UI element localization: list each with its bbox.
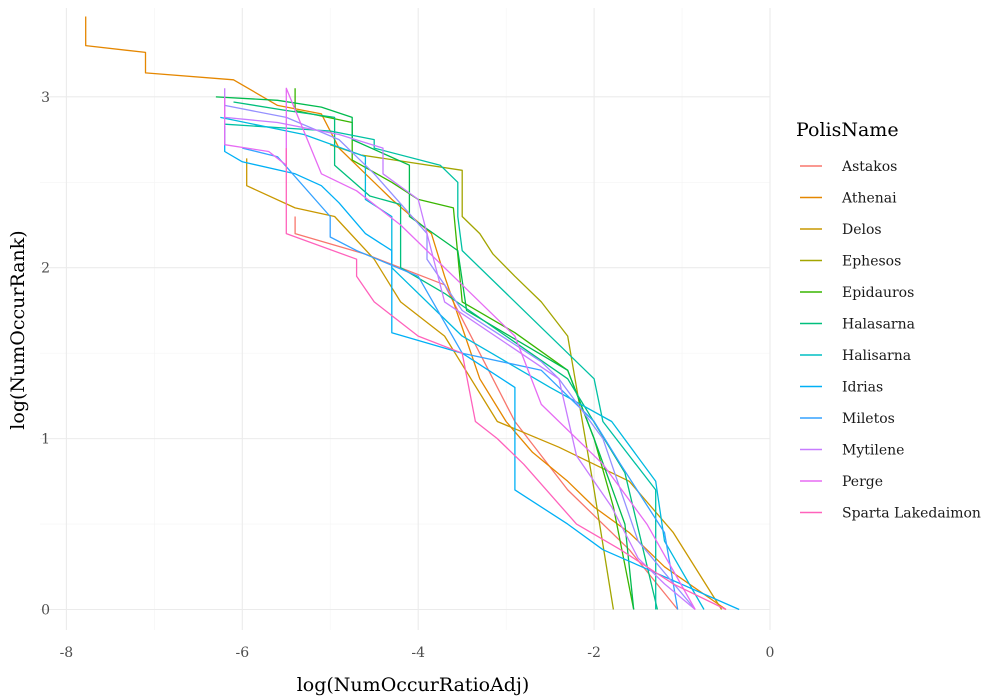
series-line-sparta-lakedaimon [285, 148, 727, 611]
series-line-ephesos [329, 144, 615, 610]
legend-label: Epidauros [842, 285, 914, 301]
series-line-halisarna [224, 123, 657, 610]
series-line-mytilene [224, 88, 696, 610]
series-line-athenai [85, 16, 727, 611]
x-axis-ticks: -8 -6 -4 -2 0 [60, 645, 775, 661]
legend-label: Miletos [842, 411, 895, 427]
x-tick-label: -2 [587, 645, 601, 661]
series-line-astakos [294, 216, 679, 610]
series-line-epidauros [215, 96, 635, 610]
y-axis-title: log(NumOccurRank) [7, 230, 29, 429]
series-lines [85, 16, 740, 611]
series-line-halasarna [233, 101, 659, 610]
y-tick-label: 0 [41, 602, 50, 618]
legend-label: Athenai [841, 191, 897, 207]
legend: PolisName Astakos Athenai Delos Ephesos Epid… [796, 119, 981, 522]
legend-label: Astakos [841, 159, 897, 175]
legend-label: Sparta Lakedaimon [842, 506, 981, 522]
series-line-idrias [224, 125, 740, 611]
legend-label: Delos [842, 222, 882, 238]
series-line-halisarna [220, 116, 705, 610]
legend-label: Halasarna [842, 317, 915, 333]
legend-items: Astakos Athenai Delos Ephesos Epidauros Halas… [800, 159, 981, 522]
x-axis-title: log(NumOccurRatioAdj) [297, 674, 530, 696]
legend-label: Halisarna [842, 348, 911, 364]
y-axis-ticks: 0 1 2 3 [41, 90, 50, 619]
y-tick-label: 2 [41, 261, 50, 277]
legend-label: Perge [842, 474, 883, 490]
x-tick-label: -6 [235, 645, 249, 661]
series-line-perge [224, 87, 696, 610]
legend-label: Idrias [842, 380, 883, 396]
y-tick-label: 3 [41, 90, 50, 106]
legend-title: PolisName [796, 119, 899, 141]
series-line-miletos [242, 147, 679, 610]
x-tick-label: -4 [411, 645, 425, 661]
grid [40, 8, 771, 630]
series-line-mytilene [224, 104, 696, 610]
x-tick-label: -8 [60, 645, 74, 661]
legend-label: Ephesos [842, 254, 901, 270]
y-tick-label: 1 [41, 432, 50, 448]
legend-label: Mytilene [842, 443, 904, 459]
x-tick-label: 0 [766, 645, 775, 661]
